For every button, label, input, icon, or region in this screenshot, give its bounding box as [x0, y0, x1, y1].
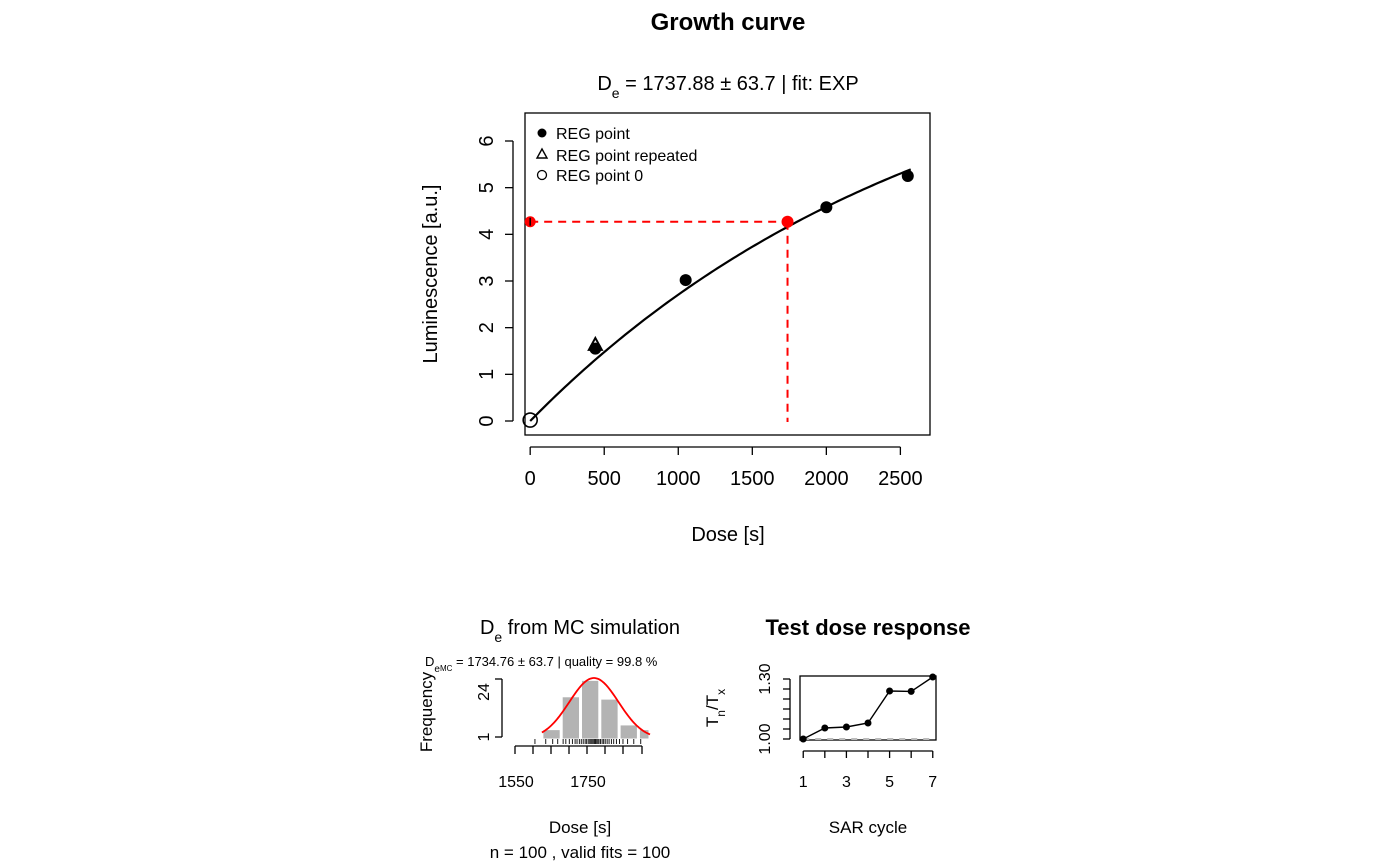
de-symbol: D	[425, 654, 434, 669]
mc-value-text: = 1734.76 ± 63.7 | quality = 99.8 %	[452, 654, 657, 669]
growth-curve-panel: De = 1737.88 ± 63.7 | fit: EXP 0 500 1000 1…	[420, 73, 931, 546]
ratio-point	[842, 723, 850, 731]
reg-point-zero	[522, 412, 538, 428]
legend-entry-reg-point-zero: REG point 0	[556, 168, 643, 185]
n-subscript: n	[714, 710, 728, 717]
y-tick-label: 2	[476, 322, 498, 333]
x-tick-label: 7	[928, 774, 937, 791]
growth-curve-y-axis: 0 1 2 3 4 5 6	[476, 135, 514, 427]
y-tick-label: 4	[476, 229, 498, 240]
x-tick-label: 2000	[804, 468, 849, 490]
reg-point-repeated	[587, 335, 604, 351]
x-subscript: x	[714, 689, 728, 695]
ratio-point	[907, 687, 915, 695]
x-tick-label: 1750	[570, 774, 606, 791]
ratio-point	[821, 724, 829, 732]
mc-histogram-plot-area	[534, 677, 651, 744]
normal-curve	[541, 677, 651, 736]
y-tick-label: 1.30	[757, 663, 774, 694]
y-tick-label: 0	[476, 415, 498, 426]
growth-curve-legend: REG point REG point repeated REG point 0	[535, 126, 697, 185]
ratio-point	[864, 719, 872, 727]
mc-title-text: from MC simulation	[502, 617, 680, 639]
de-point	[781, 215, 794, 228]
y-tick-label: 6	[476, 135, 498, 146]
histogram-bar	[619, 724, 638, 740]
histogram-bar	[581, 679, 600, 740]
x-tick-label: 3	[842, 774, 851, 791]
reg-point	[679, 274, 692, 287]
reg-point	[901, 170, 914, 182]
growth-curve-plot-area	[522, 168, 914, 428]
legend-entry-reg-point-repeated: REG point repeated	[556, 148, 697, 165]
fit-curve	[529, 168, 912, 422]
growth-curve-subtitle: De = 1737.88 ± 63.7 | fit: EXP	[597, 73, 858, 101]
test-dose-y-label: Tn/Tx	[703, 689, 728, 727]
histogram-bar	[542, 729, 561, 740]
reg-point	[820, 201, 833, 214]
y-tick-label: 1	[476, 732, 493, 741]
mc-histogram-panel: De from MC simulation DeMC = 1734.76 ± 6…	[417, 617, 680, 862]
y-tick-label: 1.00	[757, 723, 774, 754]
ratio-point	[929, 673, 937, 681]
histogram-bar	[600, 698, 619, 740]
de-subscript: e	[434, 664, 440, 675]
slash: /	[703, 705, 722, 710]
de-value-text: = 1737.88 ± 63.7 | fit: EXP	[620, 73, 859, 95]
reg-point	[589, 342, 602, 355]
y-tick-label: 3	[476, 275, 498, 286]
mc-histogram-title: De from MC simulation	[480, 617, 680, 645]
test-dose-title: Test dose response	[766, 615, 971, 640]
t-letter: T	[703, 717, 722, 727]
y-tick-label: 1	[476, 369, 498, 380]
ratio-point	[886, 687, 894, 695]
de-symbol: D	[480, 617, 494, 639]
legend-open-triangle-icon	[535, 147, 549, 159]
de-subscript: e	[494, 629, 502, 645]
test-dose-plot-area	[799, 673, 937, 743]
mc-histogram-footer: n = 100 , valid fits = 100	[490, 843, 671, 862]
mc-histogram-y-axis: 24 1	[476, 678, 503, 741]
y-tick-label: 24	[476, 683, 493, 701]
mc-histogram-x-label: Dose [s]	[549, 818, 611, 837]
y-tick-label: 5	[476, 182, 498, 193]
histogram-bar	[561, 696, 581, 740]
x-tick-label: 1	[799, 774, 808, 791]
growth-curve-x-axis: 0 500 1000 1500 2000 2500	[525, 446, 923, 490]
de-symbol: D	[597, 73, 611, 95]
mc-subscript: MC	[440, 664, 453, 673]
x-tick-label: 500	[588, 468, 621, 490]
growth-curve-frame	[524, 112, 931, 436]
x-tick-label: 2500	[878, 468, 923, 490]
main-title: Growth curve	[651, 9, 806, 36]
growth-curve-y-label: Luminescence [a.u.]	[420, 185, 442, 364]
mc-histogram-subtitle: DeMC = 1734.76 ± 63.7 | quality = 99.8 %	[425, 654, 658, 675]
growth-curve-x-label: Dose [s]	[691, 524, 764, 546]
legend-filled-circle-icon	[537, 128, 547, 138]
de-subscript: e	[612, 85, 620, 101]
mc-histogram-x-axis: 1550 1750	[498, 745, 643, 791]
x-tick-label: 1550	[498, 774, 534, 791]
x-tick-label: 0	[525, 468, 536, 490]
x-tick-label: 5	[885, 774, 894, 791]
legend-entry-reg-point: REG point	[556, 126, 630, 143]
test-dose-x-axis: 1 3 5 7	[799, 750, 937, 791]
test-dose-y-axis: 1.00 1.30	[757, 663, 791, 755]
x-tick-label: 1500	[730, 468, 775, 490]
ratio-point	[799, 735, 807, 743]
mc-histogram-y-label: Frequency	[417, 671, 436, 752]
x-tick-label: 1000	[656, 468, 701, 490]
legend-open-circle-icon	[536, 169, 548, 181]
t-letter: T	[703, 695, 722, 705]
test-dose-x-label: SAR cycle	[829, 818, 907, 837]
